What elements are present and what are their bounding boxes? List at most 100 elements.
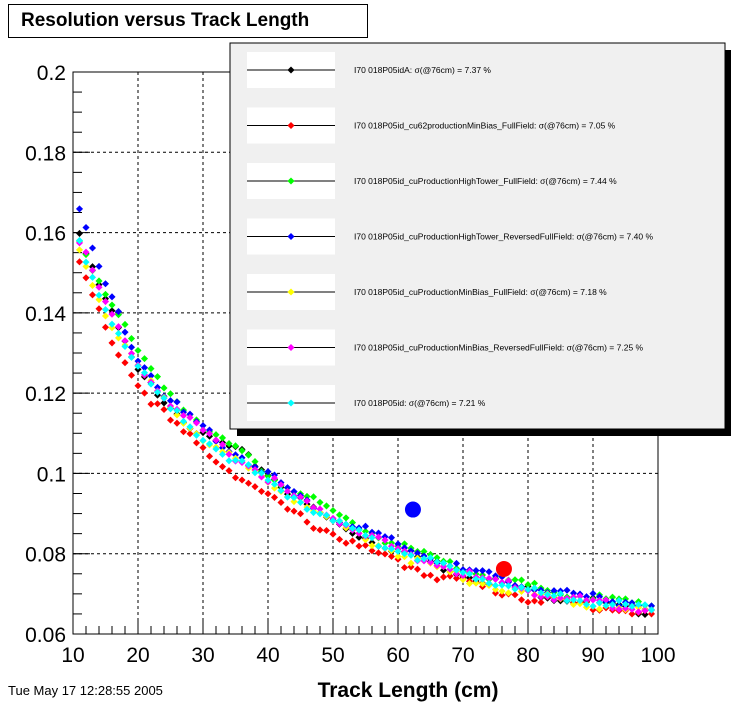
- y-tick-label: 0.06: [25, 624, 66, 647]
- data-point: [517, 596, 526, 604]
- data-point: [114, 329, 123, 338]
- data-point: [166, 397, 175, 405]
- data-point: [608, 593, 617, 601]
- data-point: [238, 447, 246, 455]
- data-point: [290, 494, 298, 502]
- data-point: [569, 596, 578, 604]
- data-point: [576, 592, 584, 600]
- data-point: [387, 534, 396, 542]
- axis-ticks: [72, 71, 659, 635]
- data-point: [595, 593, 604, 601]
- data-point: [485, 579, 493, 587]
- data-point: [114, 323, 123, 331]
- data-point: [127, 343, 136, 351]
- data-point: [368, 534, 376, 542]
- data-point: [277, 498, 285, 506]
- data-point: [420, 555, 428, 563]
- x-tick-label: 80: [516, 644, 539, 667]
- data-point: [374, 549, 383, 557]
- data-point: [296, 510, 305, 518]
- data-point: [400, 540, 409, 548]
- chart-title: Resolution versus Track Length: [8, 4, 368, 38]
- data-point: [387, 545, 396, 553]
- data-point: [316, 526, 324, 534]
- data-point: [153, 400, 162, 408]
- data-point: [225, 440, 233, 448]
- data-point: [114, 334, 123, 342]
- data-point: [153, 373, 162, 381]
- data-point: [257, 487, 266, 495]
- data-point: [173, 419, 181, 427]
- data-point: [82, 274, 90, 282]
- data-point: [342, 520, 350, 528]
- data-point: [413, 565, 422, 573]
- data-point: [569, 589, 578, 597]
- data-point: [244, 461, 253, 469]
- data-point: [556, 594, 565, 602]
- data-point: [342, 514, 350, 522]
- data-point: [140, 364, 149, 372]
- data-point: [205, 440, 214, 448]
- data-point: [166, 390, 175, 398]
- data-point: [498, 581, 506, 589]
- data-point: [491, 581, 500, 589]
- data-point: [303, 518, 311, 526]
- highlight-marker: [495, 560, 512, 577]
- data-point: [225, 457, 233, 465]
- x-tick-label: 10: [61, 644, 84, 667]
- data-point: [459, 576, 467, 584]
- data-point: [452, 570, 461, 578]
- data-point: [595, 599, 604, 607]
- data-point: [550, 592, 558, 600]
- data-point: [303, 492, 311, 500]
- data-point: [108, 310, 116, 318]
- data-point: [335, 535, 344, 543]
- data-point: [615, 605, 623, 613]
- data-point: [348, 519, 357, 527]
- data-point: [127, 353, 136, 361]
- data-point: [121, 359, 129, 367]
- data-point: [641, 601, 649, 609]
- data-point: [517, 583, 526, 591]
- data-point: [88, 281, 97, 289]
- data-point: [563, 586, 571, 594]
- data-point: [173, 406, 181, 415]
- data-point: [166, 416, 175, 424]
- data-point: [75, 237, 84, 245]
- data-point: [309, 504, 318, 512]
- data-point: [621, 600, 630, 608]
- data-point: [400, 564, 409, 572]
- data-point: [270, 474, 279, 482]
- data-point: [589, 589, 597, 598]
- data-point: [426, 554, 435, 562]
- data-point: [186, 430, 194, 438]
- data-point: [589, 602, 597, 610]
- data-point: [517, 576, 526, 584]
- data-point: [186, 413, 194, 422]
- data-point: [166, 405, 175, 413]
- data-point: [114, 351, 123, 359]
- data-point: [537, 593, 545, 601]
- data-point: [407, 551, 415, 559]
- data-point: [485, 574, 493, 582]
- data-point: [361, 531, 370, 539]
- data-point: [426, 571, 435, 579]
- data-point: [537, 598, 545, 607]
- data-point: [439, 573, 448, 581]
- data-point: [426, 558, 435, 566]
- data-point: [361, 522, 370, 530]
- data-point: [82, 262, 90, 270]
- highlight-marker: [404, 501, 421, 518]
- data-point: [179, 412, 188, 420]
- data-point: [108, 339, 116, 347]
- data-point: [582, 596, 591, 604]
- data-point: [205, 430, 214, 438]
- data-point: [530, 584, 539, 592]
- data-point: [504, 589, 513, 597]
- data-point: [589, 596, 597, 604]
- data-point: [95, 291, 103, 299]
- x-tick-label: 90: [581, 644, 604, 667]
- data-point: [218, 463, 227, 471]
- data-point: [231, 474, 240, 482]
- data-point: [647, 602, 656, 610]
